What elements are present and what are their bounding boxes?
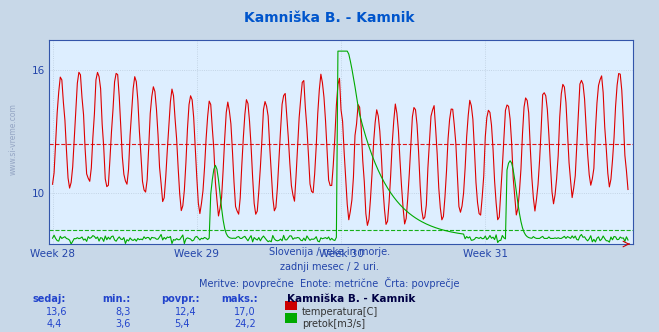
Text: 12,4: 12,4 xyxy=(175,307,196,317)
Text: sedaj:: sedaj: xyxy=(33,294,67,304)
Text: Kamniška B. - Kamnik: Kamniška B. - Kamnik xyxy=(287,294,415,304)
Text: Kamniška B. - Kamnik: Kamniška B. - Kamnik xyxy=(244,11,415,25)
Text: 5,4: 5,4 xyxy=(175,319,190,329)
Text: min.:: min.: xyxy=(102,294,130,304)
Text: povpr.:: povpr.: xyxy=(161,294,200,304)
Text: www.si-vreme.com: www.si-vreme.com xyxy=(9,104,18,175)
Text: pretok[m3/s]: pretok[m3/s] xyxy=(302,319,365,329)
Text: 8,3: 8,3 xyxy=(115,307,130,317)
Text: temperatura[C]: temperatura[C] xyxy=(302,307,378,317)
Text: 4,4: 4,4 xyxy=(46,319,61,329)
Text: 24,2: 24,2 xyxy=(234,319,256,329)
Text: Slovenija / reke in morje.: Slovenija / reke in morje. xyxy=(269,247,390,257)
Text: 3,6: 3,6 xyxy=(115,319,130,329)
Text: zadnji mesec / 2 uri.: zadnji mesec / 2 uri. xyxy=(280,262,379,272)
Text: 17,0: 17,0 xyxy=(234,307,256,317)
Text: 13,6: 13,6 xyxy=(46,307,68,317)
Text: Meritve: povprečne  Enote: metrične  Črta: povprečje: Meritve: povprečne Enote: metrične Črta:… xyxy=(199,277,460,289)
Text: maks.:: maks.: xyxy=(221,294,258,304)
